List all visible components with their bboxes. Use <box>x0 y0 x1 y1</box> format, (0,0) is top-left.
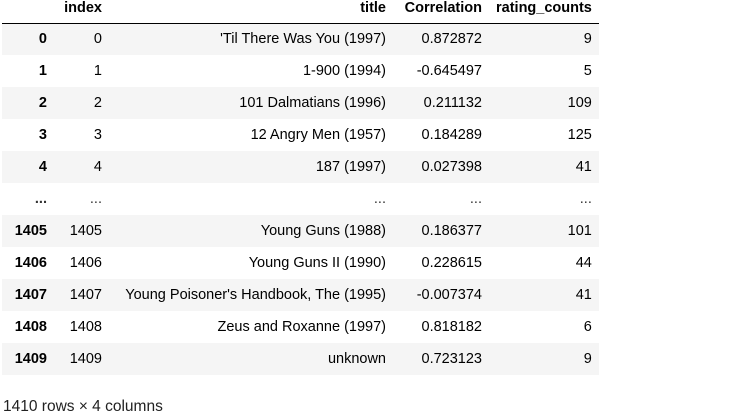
cell-index: 1405 <box>69 223 102 239</box>
cell-index: 3 <box>93 127 102 143</box>
cell-correlation: 0.211132 <box>423 95 482 111</box>
cell-index: 1408 <box>69 319 102 335</box>
cell-correlation: 0.818182 <box>421 319 482 335</box>
table-row: 1409 1409 unknown 0.723123 9 <box>2 343 599 375</box>
cell-title: ... <box>373 191 386 207</box>
cell-index: 1407 <box>69 287 102 303</box>
cell-rating-counts: 41 <box>575 287 592 303</box>
header-row: index title Correlation rating_counts <box>2 0 599 24</box>
cell-correlation: 0.872872 <box>421 31 482 48</box>
row-label: 1 <box>38 63 47 79</box>
cell-rating-counts: 125 <box>567 127 592 143</box>
cell-title: unknown <box>327 351 386 367</box>
cell-title: 1-900 (1994) <box>302 63 386 79</box>
cell-correlation: ... <box>469 191 482 207</box>
cell-index: 2 <box>93 95 102 111</box>
column-header-row-label <box>2 0 54 24</box>
cell-correlation: -0.007374 <box>416 287 482 303</box>
table-row: 1406 1406 Young Guns II (1990) 0.228615 44 <box>2 247 599 279</box>
cell-title: Zeus and Roxanne (1997) <box>217 319 386 335</box>
cell-title: Young Poisoner's Handbook, The (1995) <box>125 287 386 303</box>
table-body: 0 0 'Til There Was You (1997) 0.872872 9 1 1 1-… <box>2 23 599 375</box>
column-header-correlation: Correlation <box>393 0 489 24</box>
column-header-title: title <box>109 0 393 24</box>
cell-title: 12 Angry Men (1957) <box>250 127 386 143</box>
table-row: 2 2 101 Dalmatians (1996) 0.211132 109 <box>2 87 599 119</box>
table-row: 4 4 187 (1997) 0.027398 41 <box>2 151 599 183</box>
cell-index: 0 <box>93 31 102 48</box>
cell-correlation: 0.027398 <box>421 159 482 175</box>
cell-rating-counts: 44 <box>575 255 592 271</box>
cell-rating-counts: 9 <box>583 31 592 48</box>
shape-caption: 1410 rows × 4 columns <box>3 398 163 415</box>
row-label: 2 <box>38 95 47 111</box>
cell-index: ... <box>89 191 102 207</box>
row-label: ... <box>34 191 47 207</box>
cell-rating-counts: 5 <box>583 63 592 79</box>
row-label: 1409 <box>14 351 47 367</box>
table-row: 1408 1408 Zeus and Roxanne (1997) 0.818182 6 <box>2 311 599 343</box>
cell-index: 1409 <box>69 351 102 367</box>
cell-rating-counts: 109 <box>567 95 592 111</box>
cell-correlation: -0.645497 <box>416 63 482 79</box>
column-header-rating-counts: rating_counts <box>489 0 599 24</box>
row-label: 0 <box>38 31 47 48</box>
cell-rating-counts: 101 <box>567 223 592 239</box>
cell-correlation: 0.184289 <box>421 127 482 143</box>
cell-title: 187 (1997) <box>315 159 386 175</box>
table-row: 1407 1407 Young Poisoner's Handbook, The (… <box>2 279 599 311</box>
cell-index: 4 <box>93 159 102 175</box>
cell-title: 'Til There Was You (1997) <box>220 31 386 48</box>
row-label: 1406 <box>14 255 47 271</box>
cell-rating-counts: 9 <box>583 351 592 367</box>
column-header-index: index <box>54 0 109 24</box>
cell-index: 1 <box>93 63 102 79</box>
row-label: 1407 <box>14 287 47 303</box>
row-label: 4 <box>38 159 47 175</box>
row-label: 1408 <box>14 319 47 335</box>
cell-index: 1406 <box>69 255 102 271</box>
row-label: 1405 <box>14 223 47 239</box>
cell-rating-counts: ... <box>579 191 592 207</box>
cell-title: Young Guns (1988) <box>260 223 386 239</box>
cell-rating-counts: 41 <box>575 159 592 175</box>
row-label: 3 <box>38 127 47 143</box>
table-row: 1 1 1-900 (1994) -0.645497 5 <box>2 55 599 87</box>
cell-correlation: 0.186377 <box>421 223 482 239</box>
table-row: 3 3 12 Angry Men (1957) 0.184289 125 <box>2 119 599 151</box>
cell-correlation: 0.228615 <box>421 255 482 271</box>
table-row: 1405 1405 Young Guns (1988) 0.186377 101 <box>2 215 599 247</box>
cell-correlation: 0.723123 <box>421 351 482 367</box>
table-row: 0 0 'Til There Was You (1997) 0.872872 9 <box>2 23 599 55</box>
ellipsis-row: ............... <box>2 183 599 215</box>
cell-title: Young Guns II (1990) <box>248 255 386 271</box>
cell-title: 101 Dalmatians (1996) <box>239 95 386 111</box>
cell-rating-counts: 6 <box>583 319 592 335</box>
